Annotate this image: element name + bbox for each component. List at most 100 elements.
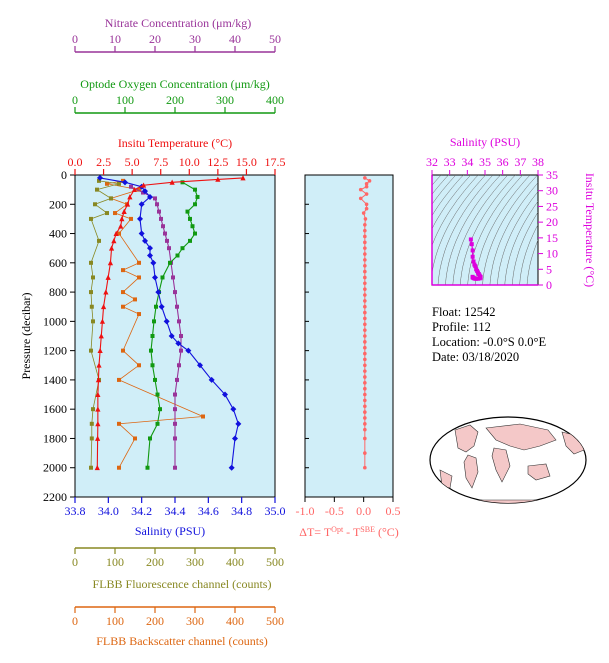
salinity-data-point xyxy=(168,333,175,339)
ts-data-point xyxy=(468,237,473,242)
salinity-data-point xyxy=(97,174,103,181)
delta-t-data-point xyxy=(363,246,367,250)
fluorescence-data-point xyxy=(93,202,97,207)
oxygen-data-point xyxy=(195,194,200,199)
temperature-tick-label: 17.5 xyxy=(265,155,286,169)
oxygen-data-point xyxy=(175,253,180,258)
nitrate-data-point xyxy=(173,290,177,295)
oxygen-data-point xyxy=(193,202,197,207)
salinity-data-point xyxy=(138,201,145,208)
oxygen-data-point xyxy=(153,377,157,382)
delta-t-data-point xyxy=(363,293,367,297)
nitrate-data-point xyxy=(141,190,145,195)
delta-t-data-point xyxy=(363,404,367,409)
backscatter-data-point xyxy=(121,304,125,309)
backscatter-tick-label: 300 xyxy=(186,614,204,628)
location-text: Location: -0.0°S 0.0°E xyxy=(432,335,547,349)
oxygen-data-point xyxy=(185,209,190,214)
delta-t-data-point xyxy=(363,392,367,397)
temperature-data-point xyxy=(94,464,100,471)
backscatter-profile-line xyxy=(106,180,204,468)
fluorescence-tick-label: 400 xyxy=(226,555,244,569)
delta-t-data-point xyxy=(363,422,367,426)
nitrate-data-point xyxy=(173,421,177,426)
pressure-tick-label: 1400 xyxy=(43,373,67,387)
delta-t-data-point xyxy=(363,299,367,303)
ts-isopycnal-line xyxy=(437,175,494,285)
temperature-data-point xyxy=(95,421,101,427)
pressure-tick-label: 1200 xyxy=(43,344,67,358)
oxygen-tick-label: 0 xyxy=(72,93,78,107)
pressure-tick-label: 600 xyxy=(49,256,67,270)
temperature-data-point xyxy=(124,201,131,207)
nitrate-data-point xyxy=(175,377,179,382)
salinity-tick-label: 34.8 xyxy=(231,504,252,518)
ts-isopycnal-line xyxy=(432,175,464,217)
backscatter-tick-label: 500 xyxy=(266,614,284,628)
salinity-data-point xyxy=(155,289,162,296)
delta-t-data-point xyxy=(363,176,367,180)
temperature-data-point xyxy=(97,347,103,354)
salinity-tick-label: 34.2 xyxy=(131,504,152,518)
temperature-data-point xyxy=(107,260,114,266)
temperature-data-point xyxy=(113,230,119,236)
temperature-data-point xyxy=(100,303,107,310)
fluorescence-data-point xyxy=(91,319,95,324)
fluorescence-data-point xyxy=(89,290,93,295)
delta-t-data-point xyxy=(363,328,367,332)
nitrate-data-point xyxy=(129,184,133,189)
ts-data-point xyxy=(470,248,475,253)
salinity-data-point xyxy=(175,340,182,347)
delta-t-plot-area xyxy=(304,174,394,498)
fluorescence-data-point xyxy=(89,260,93,265)
temperature-axis-title: Insitu Temperature (°C) xyxy=(118,136,232,150)
delta-t-data-point xyxy=(363,334,367,338)
pressure-axis-title: Pressure (decibar) xyxy=(19,293,33,380)
salinity-data-point xyxy=(230,406,237,413)
oxygen-data-point xyxy=(150,334,155,338)
delta-t-data-point xyxy=(358,196,363,201)
oxygen-data-point xyxy=(188,238,192,243)
salinity-data-point xyxy=(228,464,235,471)
delta-t-data-point xyxy=(363,386,367,391)
backscatter-data-point xyxy=(201,414,205,419)
ts-isopycnal-line xyxy=(452,175,509,285)
oxygen-data-point xyxy=(168,260,172,265)
ts-temperature-title: Insitu Temperature (°C) xyxy=(583,173,597,287)
ts-isopycnal-line xyxy=(432,175,479,247)
oxygen-data-point xyxy=(158,407,162,412)
oxygen-data-point xyxy=(180,180,185,185)
ts-temperature-tick-label: 10 xyxy=(546,247,558,261)
salinity-data-point xyxy=(122,179,128,186)
fluorescence-data-point xyxy=(95,187,99,192)
ts-isopycnal-line xyxy=(432,175,449,195)
fluorescence-data-point xyxy=(89,348,93,353)
temperature-data-point xyxy=(131,186,138,193)
oxygen-data-point xyxy=(154,304,158,309)
ts-isopycnal-line xyxy=(519,224,538,285)
delta-t-data-point xyxy=(364,184,369,189)
backscatter-data-point xyxy=(137,260,141,265)
nitrate-tick-label: 40 xyxy=(229,32,241,46)
delta-t-data-point xyxy=(363,398,367,403)
temperature-data-point xyxy=(118,223,124,229)
nitrate-data-point xyxy=(153,196,157,201)
salinity-data-point xyxy=(232,435,238,442)
temperature-data-point xyxy=(96,362,102,368)
temperature-data-point xyxy=(140,182,147,188)
pressure-tick-label: 1800 xyxy=(43,431,67,445)
nitrate-data-point xyxy=(163,231,167,236)
backscatter-data-point xyxy=(121,178,125,183)
salinity-data-point xyxy=(163,318,170,325)
delta-t-tick-label: -0.5 xyxy=(325,504,344,518)
salinity-data-point xyxy=(185,347,192,354)
oxygen-data-point xyxy=(155,421,160,426)
salinity-data-point xyxy=(208,376,215,383)
oxygen-data-point xyxy=(190,224,195,229)
nitrate-tick-label: 20 xyxy=(149,32,161,46)
backscatter-data-point xyxy=(137,363,141,368)
temperature-tick-label: 12.5 xyxy=(207,155,228,169)
float-id-text: Float: 12542 xyxy=(432,305,496,319)
